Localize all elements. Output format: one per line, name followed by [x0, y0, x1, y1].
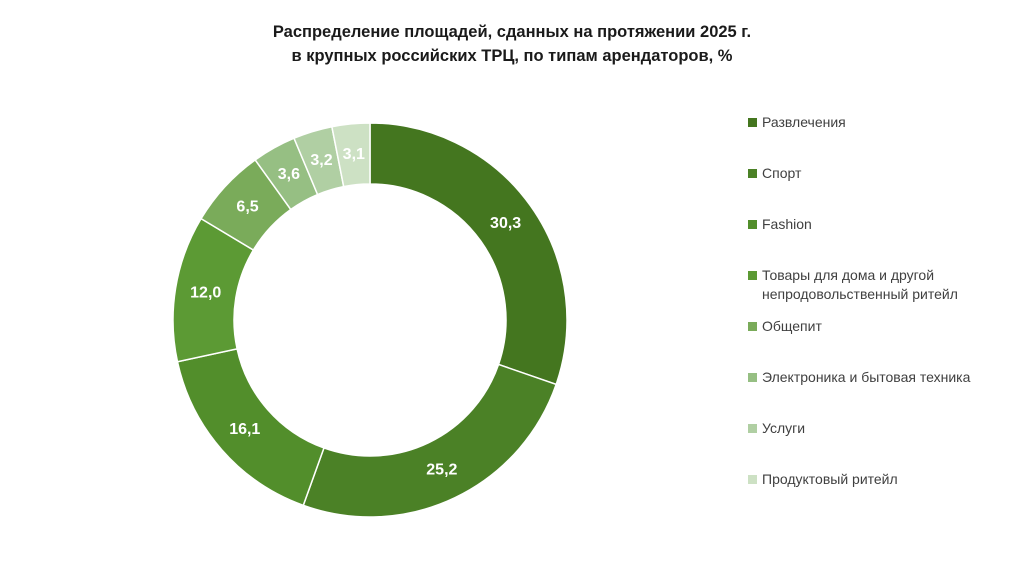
donut-data-label-2: 25,2 [426, 462, 457, 479]
donut-data-label-7: 3,2 [310, 152, 332, 169]
legend-item-fashion: Fashion [748, 215, 1018, 266]
legend-item-services: Услуги [748, 419, 1018, 470]
legend-swatch [748, 475, 757, 484]
donut-data-label-8: 3,1 [343, 146, 365, 163]
donut-slice-2 [302, 363, 558, 518]
legend-swatch [748, 424, 757, 433]
legend-swatch [748, 322, 757, 331]
legend-label: Спорт [762, 165, 802, 181]
legend-label: Электроника и бытовая техника [762, 369, 971, 385]
legend-item-food-service: Общепит [748, 317, 1018, 368]
legend-swatch [748, 169, 757, 178]
donut-data-label-3: 16,1 [229, 421, 260, 438]
legend-label: Услуги [762, 420, 806, 436]
donut-data-label-6: 3,6 [278, 166, 300, 183]
legend-label: Общепит [762, 318, 822, 334]
legend-label: Товары для дома и другой непродовольстве… [762, 267, 958, 302]
legend-label: Развлечения [762, 114, 846, 130]
chart-title-line-2: в крупных российских ТРЦ, по типам аренд… [291, 47, 733, 65]
legend-item-grocery: Продуктовый ритейл [748, 470, 1018, 521]
legend-label: Fashion [762, 216, 812, 232]
legend-swatch [748, 220, 757, 229]
chart-title-line-1: Распределение площадей, сданных на протя… [272, 23, 752, 41]
donut-slice-8 [330, 122, 371, 188]
donut-data-label-4: 12,0 [190, 284, 221, 301]
donut-chart: 30,3 25,2 16,1 12,0 6,5 3,6 3,2 3,1 [172, 122, 568, 518]
legend-item-entertainment: Развлечения [748, 113, 1018, 164]
legend-swatch [748, 118, 757, 127]
legend: Развлечения Спорт Fashion Товары для дом… [748, 113, 1018, 521]
donut-data-label-1: 30,3 [490, 215, 521, 232]
legend-label: Продуктовый ритейл [762, 471, 898, 487]
legend-swatch [748, 373, 757, 382]
chart-title: Распределение площадей, сданных на протя… [0, 20, 1024, 68]
donut-data-label-5: 6,5 [236, 199, 258, 216]
legend-swatch [748, 271, 757, 280]
donut-slice-1 [369, 122, 568, 386]
legend-item-home-goods: Товары для дома и другой непродовольстве… [748, 266, 1018, 317]
legend-item-electronics: Электроника и бытовая техника [748, 368, 1018, 419]
legend-item-sport: Спорт [748, 164, 1018, 215]
